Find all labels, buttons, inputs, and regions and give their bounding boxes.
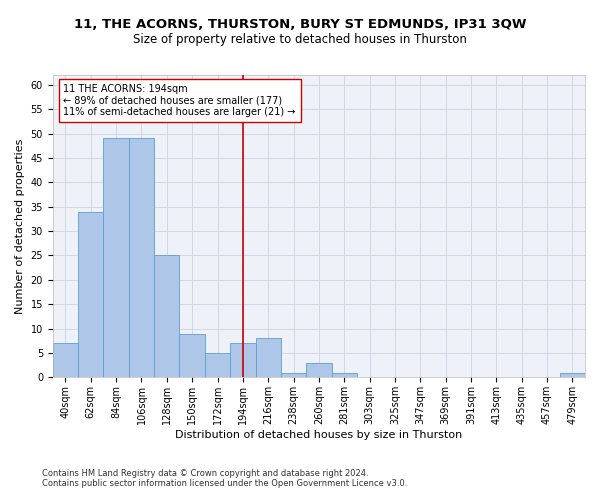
Text: 11, THE ACORNS, THURSTON, BURY ST EDMUNDS, IP31 3QW: 11, THE ACORNS, THURSTON, BURY ST EDMUND…	[74, 18, 526, 30]
Bar	[256, 338, 281, 378]
Bar	[560, 372, 585, 378]
Text: Size of property relative to detached houses in Thurston: Size of property relative to detached ho…	[133, 32, 467, 46]
Bar	[205, 353, 230, 378]
Bar	[154, 256, 179, 378]
Text: 11 THE ACORNS: 194sqm
← 89% of detached houses are smaller (177)
11% of semi-det: 11 THE ACORNS: 194sqm ← 89% of detached …	[64, 84, 296, 117]
Bar	[179, 334, 205, 378]
X-axis label: Distribution of detached houses by size in Thurston: Distribution of detached houses by size …	[175, 430, 463, 440]
Text: Contains HM Land Registry data © Crown copyright and database right 2024.: Contains HM Land Registry data © Crown c…	[42, 468, 368, 477]
Bar	[306, 363, 332, 378]
Bar	[103, 138, 129, 378]
Bar	[129, 138, 154, 378]
Text: Contains public sector information licensed under the Open Government Licence v3: Contains public sector information licen…	[42, 478, 407, 488]
Bar	[53, 344, 78, 378]
Bar	[332, 372, 357, 378]
Y-axis label: Number of detached properties: Number of detached properties	[15, 138, 25, 314]
Bar	[78, 212, 103, 378]
Bar	[281, 372, 306, 378]
Bar	[230, 344, 256, 378]
